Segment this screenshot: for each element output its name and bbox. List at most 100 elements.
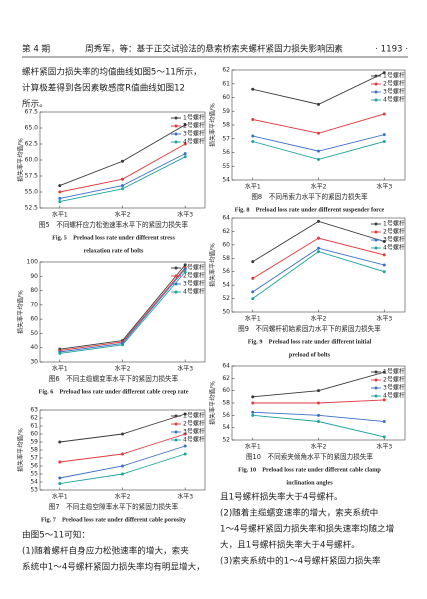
- legend-marker: [174, 290, 178, 294]
- point: [317, 102, 320, 106]
- point: [317, 219, 320, 223]
- series-line: [252, 247, 385, 293]
- y-tick-label: 57.5: [25, 173, 39, 180]
- figure-caption-en: Fig. 7 Preload loss rate under different…: [41, 516, 187, 523]
- y-axis-label: 损失率平均值/%: [17, 138, 25, 182]
- point: [58, 184, 62, 188]
- point: [183, 152, 187, 156]
- figure-caption-en: Fig. 6 Preload loss rate under different…: [39, 388, 189, 395]
- body-line: 计算极差得到各因素敏感度R值曲线如图12: [22, 82, 185, 94]
- point: [121, 464, 124, 468]
- point: [251, 297, 255, 301]
- figure-caption-en: Fig. 10 Preload loss rate under differen…: [238, 466, 381, 473]
- x-tick-label: 水平2: [115, 365, 131, 373]
- x-tick-label: 水平2: [311, 315, 327, 323]
- point: [382, 112, 386, 116]
- y-tick-label: 60: [222, 241, 230, 248]
- point: [251, 401, 255, 405]
- y-tick-label: 58: [222, 122, 230, 129]
- y-tick-label: 54: [222, 177, 230, 184]
- point: [317, 401, 320, 405]
- point: [382, 71, 386, 75]
- point: [183, 270, 187, 274]
- figure-caption-en: Fig. 5 Preload loss rate under different…: [52, 234, 175, 241]
- y-tick-label: 61: [30, 423, 38, 430]
- y-tick-label: 50: [222, 309, 230, 316]
- series-line: [59, 124, 186, 187]
- plot-frame: [39, 261, 206, 363]
- point: [121, 177, 124, 181]
- point: [382, 435, 386, 439]
- x-tick-label: 水平2: [115, 493, 131, 501]
- point: [251, 290, 255, 294]
- figure-caption: 图5 不同螺杆应力松弛速率水平下的紧固力损失率: [39, 220, 189, 229]
- point: [382, 253, 386, 257]
- point: [183, 267, 187, 271]
- figure-caption-en: Fig. 9 Preload loss rate under different…: [248, 338, 372, 345]
- y-tick-label: 56: [222, 268, 230, 275]
- body-line: (2)随着主缆蠕变速率的增大，索夹系统中: [220, 507, 378, 519]
- x-tick-label: 水平3: [376, 443, 392, 451]
- point: [183, 444, 187, 448]
- x-tick-label: 水平3: [177, 211, 193, 219]
- plot-frame: [39, 409, 206, 491]
- point: [317, 149, 320, 153]
- series-line: [59, 413, 186, 443]
- y-tick-label: 59: [222, 108, 230, 115]
- y-tick-label: 55: [30, 471, 38, 478]
- x-tick-label: 水平1: [52, 493, 68, 501]
- legend-label: 2号螺杆: [183, 122, 205, 130]
- y-tick-label: 61: [222, 80, 230, 87]
- y-tick-label: 90: [30, 273, 38, 280]
- point: [251, 87, 255, 91]
- legend-marker: [174, 124, 178, 128]
- y-axis-label: 损失率平均值/%: [209, 103, 217, 147]
- legend-label: 1号螺杆: [383, 72, 405, 80]
- legend-marker: [374, 82, 378, 86]
- legend-label: 2号螺杆: [383, 228, 405, 236]
- point: [317, 420, 320, 423]
- body-line: (1)随着螺杆自身应力松弛速率的增大，索夹: [22, 545, 189, 557]
- figure-caption-en: preload of bolts: [289, 351, 331, 358]
- point: [382, 133, 386, 137]
- y-tick-label: 100: [27, 259, 39, 266]
- legend-label: 3号螺杆: [383, 384, 405, 392]
- figure-caption: 图7 不同主缆空隙率水平下的紧固力损失率: [49, 502, 179, 511]
- y-tick-label: 65.0: [25, 125, 39, 132]
- point: [382, 420, 386, 423]
- y-tick-label: 50: [30, 330, 38, 337]
- point: [58, 476, 62, 480]
- y-tick-label: 58: [222, 255, 230, 262]
- series-line: [252, 371, 385, 398]
- point: [121, 187, 124, 191]
- y-tick-label: 70: [30, 301, 38, 308]
- point: [58, 351, 62, 355]
- body-line: 系统中1～4号螺杆紧固力损失率均有明显增大，: [22, 561, 205, 573]
- body-line: 所示。: [22, 99, 48, 110]
- legend-marker: [174, 422, 178, 426]
- y-tick-label: 56: [222, 149, 230, 156]
- y-tick-label: 67.5: [25, 109, 39, 116]
- point: [58, 482, 62, 486]
- point: [317, 157, 320, 161]
- y-axis-label: 损失率平均值/%: [209, 243, 217, 287]
- x-tick-label: 水平2: [311, 183, 327, 191]
- y-tick-label: 55: [222, 163, 230, 170]
- point: [317, 246, 320, 250]
- legend-label: 1号螺杆: [183, 114, 205, 122]
- y-tick-label: 52: [222, 295, 230, 302]
- point: [317, 389, 320, 393]
- legend-marker: [374, 90, 378, 94]
- point: [183, 432, 187, 436]
- y-axis-label: 损失率平均值/%: [17, 290, 25, 334]
- point: [183, 412, 187, 416]
- y-tick-label: 64: [222, 363, 230, 370]
- body-line: (3)索夹系统中的1～4号螺杆紧固力损失率: [220, 555, 381, 567]
- legend-label: 4号螺杆: [183, 288, 205, 296]
- plot-frame: [231, 69, 406, 181]
- point: [382, 263, 386, 267]
- point: [251, 260, 255, 264]
- legend-label: 1号螺杆: [383, 220, 405, 228]
- x-tick-label: 水平1: [245, 315, 261, 323]
